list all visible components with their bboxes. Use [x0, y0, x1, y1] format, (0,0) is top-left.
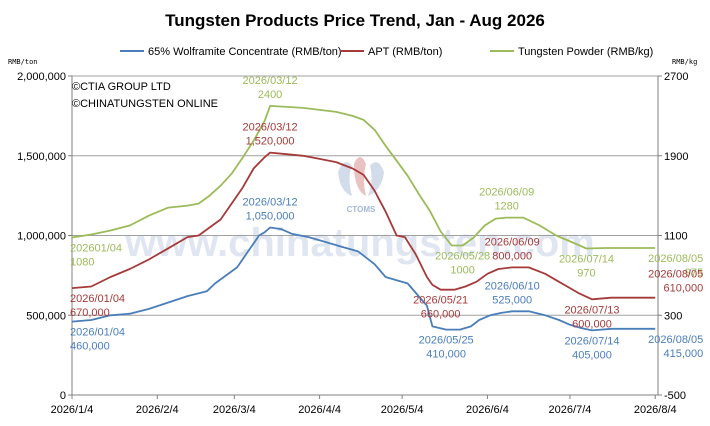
- annotation-label: 2026/05/21: [413, 295, 468, 307]
- annotation-label: 1080: [70, 256, 94, 268]
- annotation-label: 2026/01/04: [70, 327, 125, 339]
- annotation-label: 2400: [258, 89, 282, 101]
- annotation-label: 670,000: [70, 307, 110, 319]
- ctoms-logo-icon: [338, 157, 384, 196]
- x-tick-label: 2026/2/4: [136, 404, 179, 416]
- x-tick-label: 2026/8/4: [634, 404, 677, 416]
- annotation-label: 660,000: [421, 309, 461, 321]
- watermark-logo-text: CTOMS: [347, 205, 376, 214]
- legend-label: 65% Wolframite Concentrate (RMB/ton): [148, 46, 342, 58]
- x-tick-label: 2026/4/4: [298, 404, 341, 416]
- watermark-text: www.chinatungsten.com: [124, 221, 595, 265]
- legend-label: Tungsten Powder (RMB/kg): [518, 46, 653, 58]
- chart-title: Tungsten Products Price Trend, Jan - Aug…: [165, 11, 545, 30]
- left-axis-unit: RMB/ton: [8, 58, 38, 66]
- legend-label: APT (RMB/ton): [368, 46, 442, 58]
- x-tick-label: 2026/7/4: [549, 404, 592, 416]
- annotation-label: 415,000: [663, 348, 703, 360]
- x-axis-ticks: 2026/1/4 2026/2/4 2026/3/4 2026/4/4 2026/5/4…: [51, 395, 677, 416]
- annotation-label: 975: [685, 267, 703, 279]
- copyright-line-2: ©CHINATUNGSTEN ONLINE: [72, 98, 218, 110]
- annotation-label: 1,520,000: [246, 136, 295, 148]
- annotation-label: 2026/01/04: [70, 293, 125, 305]
- legend: 65% Wolframite Concentrate (RMB/ton) APT …: [120, 46, 653, 58]
- annotation-label: 610,000: [663, 283, 703, 295]
- annotation-label: 525,000: [492, 294, 532, 306]
- annotation-label: 410,000: [426, 349, 466, 361]
- annotation-label: 2026/03/12: [243, 75, 298, 87]
- right-tick-label: 300: [664, 310, 682, 322]
- annotation-label: 970: [577, 267, 595, 279]
- x-tick-label: 2026/5/4: [381, 404, 424, 416]
- annotation-label: 2026/08/05: [648, 334, 703, 346]
- annotation-label: 2026/07/14: [559, 253, 614, 265]
- right-tick-label: 1900: [664, 151, 688, 163]
- left-tick-label: 1,500,000: [17, 151, 66, 163]
- series-line: [71, 105, 656, 250]
- annotation-label: 2026/07/13: [564, 304, 619, 316]
- annotations: 2026/03/12 2400 2026/03/12 1,520,000 2026/03…: [70, 75, 703, 361]
- annotation-label: 2026/05/25: [419, 335, 474, 347]
- annotation-label: 2026/08/05: [648, 253, 703, 265]
- left-tick-label: 1,000,000: [17, 231, 66, 243]
- annotation-label: 2026/03/12: [243, 197, 298, 209]
- left-axis-ticks: 0 500,000 1,000,000 1,500,000 2,000,000: [17, 71, 72, 402]
- left-tick-label: 2,000,000: [17, 71, 66, 83]
- right-tick-label: 1100: [664, 231, 688, 243]
- annotation-label: 405,000: [572, 349, 612, 361]
- right-axis-unit: RMB/kg: [672, 58, 697, 66]
- annotation-label: 1000: [450, 264, 474, 276]
- annotation-label: 460,000: [70, 341, 110, 353]
- annotation-label: 2026/03/12: [243, 122, 298, 134]
- annotation-label: 1280: [494, 201, 518, 213]
- x-tick-label: 2026/1/4: [51, 404, 94, 416]
- series-line: [71, 151, 656, 301]
- grid-lines: [72, 75, 658, 316]
- annotation-label: 600,000: [572, 318, 612, 330]
- series-line: [71, 226, 656, 332]
- annotation-label: 2026/08/05: [648, 269, 703, 281]
- annotation-label: 2026/06/10: [485, 280, 540, 292]
- annotation-label: 2026/06/09: [479, 187, 534, 199]
- left-tick-label: 0: [60, 390, 66, 402]
- copyright-line-1: ©CTIA GROUP LTD: [72, 81, 171, 93]
- x-tick-label: 2026/3/4: [213, 404, 256, 416]
- annotation-label: 2026/06/09: [485, 236, 540, 248]
- annotation-label: 2026/07/14: [564, 335, 619, 347]
- series-lines: [71, 105, 656, 332]
- right-axis-ticks: -500 300 1100 1900 2700: [658, 71, 688, 402]
- x-tick-label: 2026/6/4: [466, 404, 509, 416]
- annotation-label: 1,050,000: [246, 211, 295, 223]
- annotation-label: 2026/05/28: [435, 250, 490, 262]
- right-tick-label: -500: [664, 390, 686, 402]
- annotation-label: 202601/04: [70, 242, 122, 254]
- watermark: CTOMS www.chinatungsten.com: [124, 157, 595, 265]
- annotation-label: 800,000: [492, 250, 532, 262]
- left-tick-label: 500,000: [26, 310, 66, 322]
- right-tick-label: 2700: [664, 71, 688, 83]
